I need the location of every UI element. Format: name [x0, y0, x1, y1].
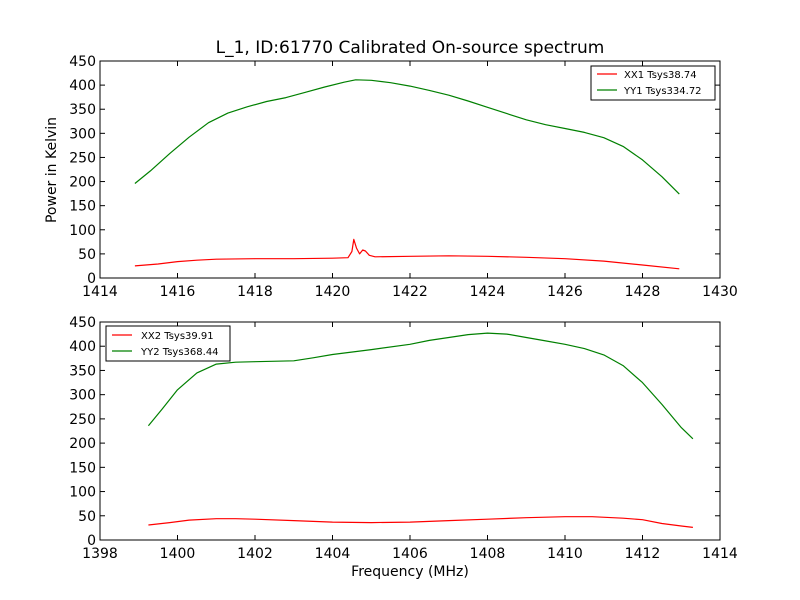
x-tick-label: 1428	[625, 284, 661, 300]
y-tick-label: 250	[69, 150, 96, 166]
y-tick-label: 150	[69, 199, 96, 215]
y-tick-label: 100	[69, 485, 96, 501]
legend-box	[105, 325, 231, 362]
x-tick-label: 1412	[625, 546, 661, 562]
x-tick-label: 1430	[702, 284, 738, 300]
y-tick-label: 200	[69, 436, 96, 452]
y-tick-label: 300	[69, 126, 96, 142]
legend-top: XX1 Tsys38.74 YY1 Tsys334.72	[590, 65, 716, 101]
y-tick-label: 450	[69, 54, 96, 70]
series-line-yy1	[134, 79, 680, 195]
legend-label-yy2: YY2 Tsys368.44	[140, 347, 219, 358]
legend-label-yy1: YY1 Tsys334.72	[623, 86, 702, 97]
x-tick-label: 1410	[547, 546, 583, 562]
x-tick-label: 1424	[470, 284, 506, 300]
x-axis-label: Frequency (MHz)	[351, 564, 469, 580]
x-tick-label: 1402	[237, 546, 273, 562]
chart-title: L_1, ID:61770 Calibrated On-source spect…	[216, 38, 605, 58]
y-tick-label: 300	[69, 388, 96, 404]
y-tick-label: 200	[69, 175, 96, 191]
plot-frame-bottom	[99, 321, 721, 541]
y-tick-label: 250	[69, 412, 96, 428]
x-tick-label: 1422	[392, 284, 428, 300]
x-tick-label: 1414	[82, 284, 118, 300]
legend-label-xx2: XX2 Tsys39.91	[141, 331, 214, 342]
x-tick-label: 1404	[315, 546, 351, 562]
x-tick-label: 1406	[392, 546, 428, 562]
x-tick-label: 1398	[82, 546, 118, 562]
y-tick-label: 400	[69, 339, 96, 355]
x-tick-label: 1408	[470, 546, 506, 562]
y-tick-label: 450	[69, 315, 96, 331]
y-tick-label: 50	[78, 247, 96, 263]
y-tick-label: 150	[69, 460, 96, 476]
y-tick-label: 100	[69, 223, 96, 239]
y-tick-label: 0	[87, 271, 96, 287]
legend-box	[590, 65, 716, 101]
y-tick-label: 350	[69, 102, 96, 118]
y-axis-label: Power in Kelvin	[44, 117, 60, 223]
x-tick-label: 1400	[160, 546, 196, 562]
x-tick-label: 1426	[547, 284, 583, 300]
y-tick-label: 400	[69, 78, 96, 94]
x-tick-label: 1414	[702, 546, 738, 562]
legend-bottom: XX2 Tsys39.91 YY2 Tsys368.44	[105, 325, 231, 362]
series-line-xx1	[134, 238, 680, 270]
series-line-yy2	[147, 332, 694, 440]
legend-label-xx1: XX1 Tsys38.74	[624, 70, 697, 81]
y-tick-label: 50	[78, 509, 96, 525]
series-line-xx2	[148, 516, 693, 528]
plot-frame-top	[99, 60, 721, 279]
x-tick-label: 1420	[315, 284, 351, 300]
subplot-bottom: Frequency (MHz) 1398 1400 1402 1404 1406 1408…	[69, 315, 738, 580]
y-tick-label: 350	[69, 363, 96, 379]
subplot-top: L_1, ID:61770 Calibrated On-source spect…	[44, 38, 738, 300]
x-tick-label: 1418	[237, 284, 273, 300]
y-tick-label: 0	[87, 533, 96, 549]
x-tick-label: 1416	[160, 284, 196, 300]
